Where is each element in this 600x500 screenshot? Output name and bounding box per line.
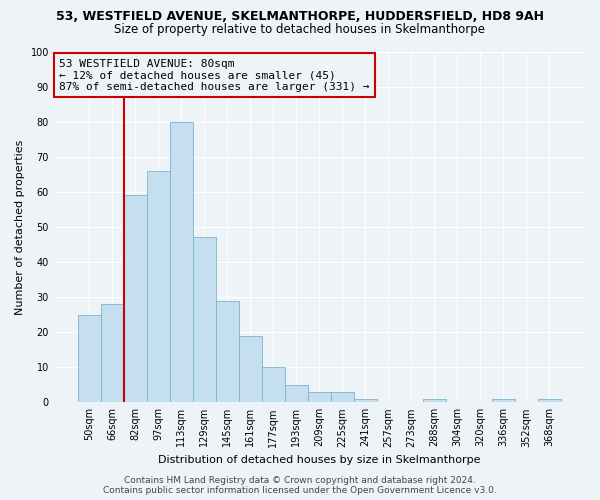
Bar (538, 399, 561, 402)
Bar (170, 122, 193, 402)
Bar (285, 385, 308, 402)
Bar (101, 304, 124, 402)
Bar (308, 392, 331, 402)
Bar (331, 392, 354, 402)
X-axis label: Distribution of detached houses by size in Skelmanthorpe: Distribution of detached houses by size … (158, 455, 481, 465)
Bar (492, 399, 515, 402)
Text: 53 WESTFIELD AVENUE: 80sqm
← 12% of detached houses are smaller (45)
87% of semi: 53 WESTFIELD AVENUE: 80sqm ← 12% of deta… (59, 58, 370, 92)
Text: Size of property relative to detached houses in Skelmanthorpe: Size of property relative to detached ho… (115, 22, 485, 36)
Bar (423, 399, 446, 402)
Bar (262, 367, 285, 402)
Bar (78, 314, 101, 402)
Bar (239, 336, 262, 402)
Bar (147, 171, 170, 402)
Y-axis label: Number of detached properties: Number of detached properties (15, 139, 25, 314)
Text: Contains HM Land Registry data © Crown copyright and database right 2024.
Contai: Contains HM Land Registry data © Crown c… (103, 476, 497, 495)
Text: 53, WESTFIELD AVENUE, SKELMANTHORPE, HUDDERSFIELD, HD8 9AH: 53, WESTFIELD AVENUE, SKELMANTHORPE, HUD… (56, 10, 544, 23)
Bar (193, 238, 216, 402)
Bar (216, 300, 239, 402)
Bar (124, 196, 147, 402)
Bar (354, 399, 377, 402)
